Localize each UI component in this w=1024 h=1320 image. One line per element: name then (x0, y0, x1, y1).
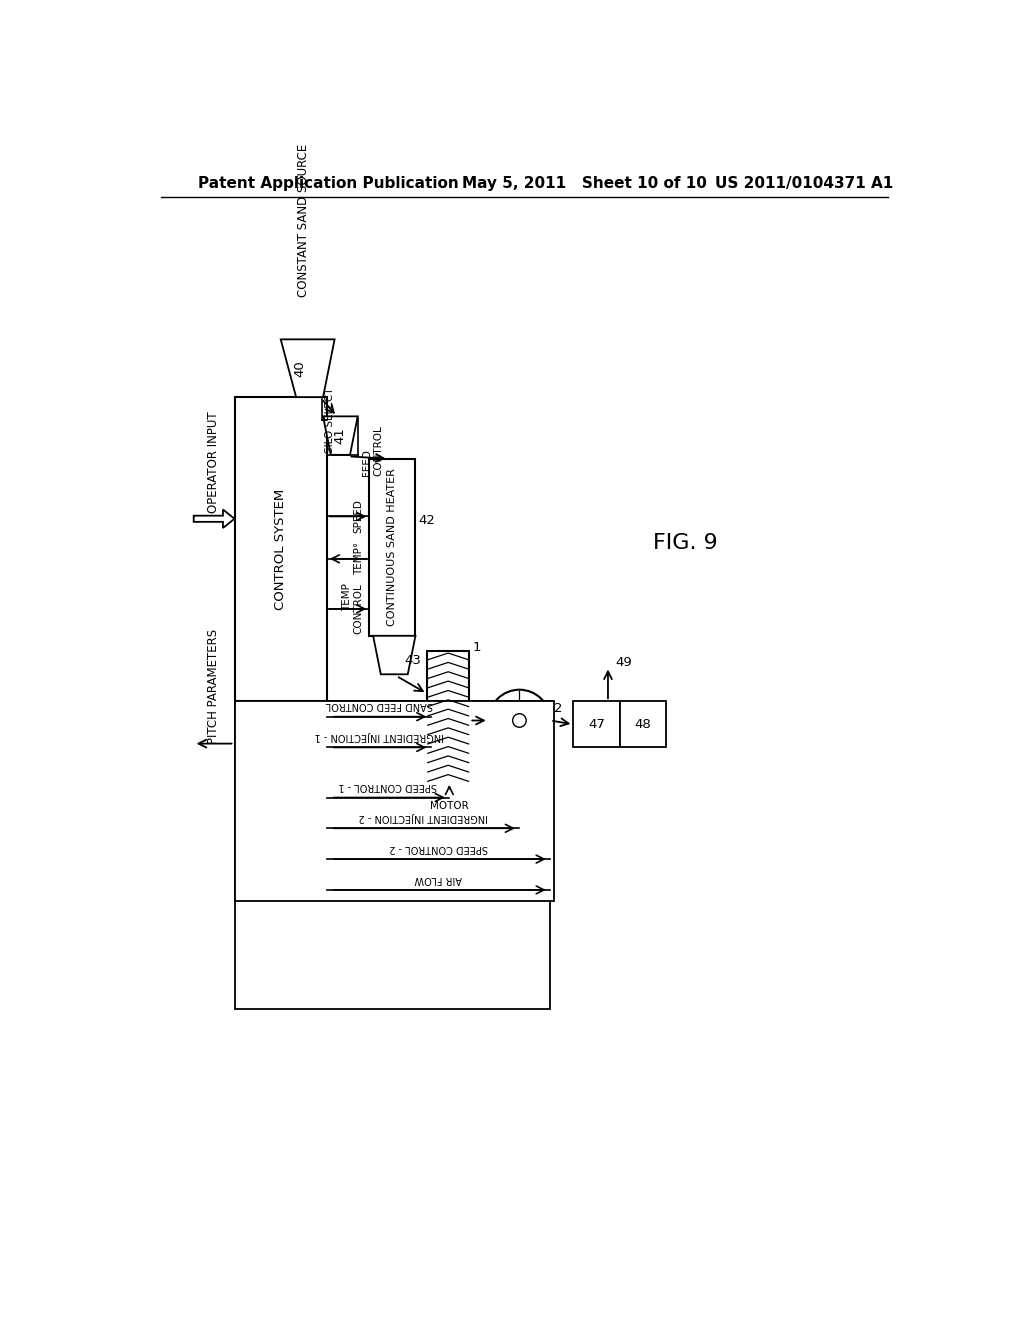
Text: SPEED CONTROL - 1: SPEED CONTROL - 1 (339, 781, 437, 792)
Text: SILO SELECT: SILO SELECT (326, 388, 336, 453)
Text: 49: 49 (615, 656, 632, 669)
Bar (431, 792, 468, 821)
Polygon shape (194, 510, 234, 528)
Polygon shape (323, 416, 357, 455)
Text: CONTROL SYSTEM: CONTROL SYSTEM (274, 488, 287, 610)
Bar (573, 701, 620, 747)
Text: 42: 42 (419, 513, 435, 527)
Bar (234, 701, 550, 1010)
Text: CONSTANT SAND SOURCE: CONSTANT SAND SOURCE (297, 144, 310, 297)
Text: 2: 2 (554, 702, 562, 715)
Text: INGREDIENT INJECTION - 2: INGREDIENT INJECTION - 2 (358, 812, 487, 822)
Text: SAND FEED CONTROL: SAND FEED CONTROL (326, 701, 432, 710)
Text: US 2011/0104371 A1: US 2011/0104371 A1 (715, 176, 893, 190)
Text: SPEED: SPEED (354, 499, 364, 533)
Text: AIR FLOW: AIR FLOW (415, 874, 462, 884)
Text: 1: 1 (473, 640, 481, 653)
Polygon shape (373, 636, 416, 675)
Text: SPEED CONTROL - 2: SPEED CONTROL - 2 (389, 843, 487, 853)
Text: FEED
CONTROL: FEED CONTROL (361, 425, 383, 477)
Text: May 5, 2011   Sheet 10 of 10: May 5, 2011 Sheet 10 of 10 (462, 176, 707, 190)
Text: 47: 47 (588, 718, 605, 731)
Text: 48: 48 (634, 718, 651, 731)
Text: 43: 43 (403, 653, 421, 667)
Bar (620, 701, 666, 747)
Text: 41: 41 (334, 428, 346, 444)
Bar (234, 397, 327, 701)
Text: CONTINUOUS SAND HEATER: CONTINUOUS SAND HEATER (387, 469, 397, 626)
Text: TEMP
CONTROL: TEMP CONTROL (342, 583, 364, 634)
Text: FIG. 9: FIG. 9 (652, 533, 718, 553)
Text: TEMP°: TEMP° (354, 543, 364, 576)
Text: INGREDIENT INJECTION - 1: INGREDIENT INJECTION - 1 (314, 731, 443, 742)
Bar (234, 701, 554, 902)
Polygon shape (281, 339, 335, 397)
Text: MOTOR: MOTOR (430, 801, 469, 810)
Text: Patent Application Publication: Patent Application Publication (199, 176, 459, 190)
Bar (427, 651, 469, 781)
Bar (370, 459, 416, 636)
Text: OPERATOR INPUT: OPERATOR INPUT (207, 411, 220, 512)
Text: 40: 40 (294, 360, 306, 378)
Text: PITCH PARAMETERS: PITCH PARAMETERS (207, 628, 220, 743)
